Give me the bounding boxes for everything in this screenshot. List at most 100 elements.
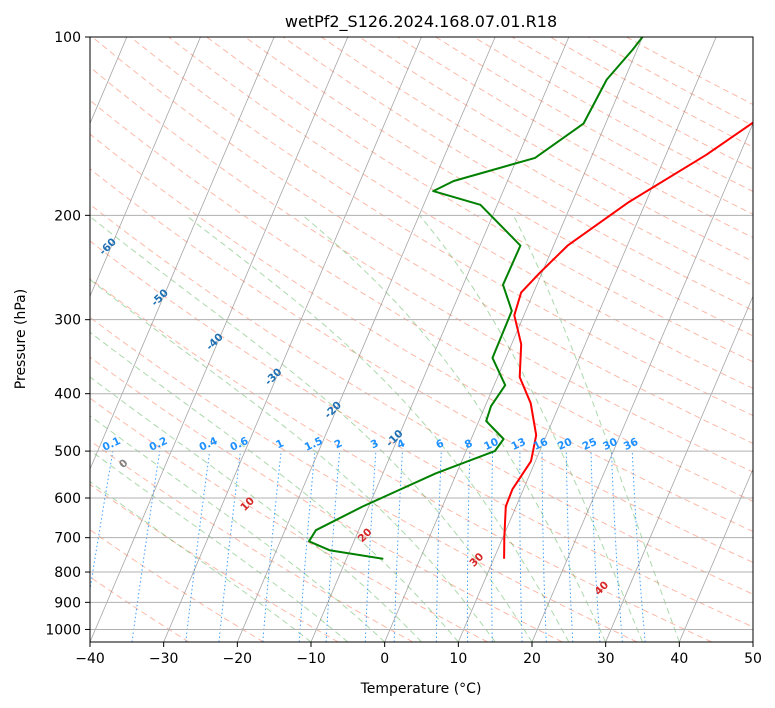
- isotherm-line: [752, 640, 753, 642]
- isotherm-label: -60: [97, 236, 119, 258]
- dry-adiabat: [90, 240, 753, 628]
- x-tick-label: 0: [380, 651, 389, 667]
- isotherm-line: [236, 37, 496, 642]
- mixing-ratio-label: 36: [622, 436, 640, 453]
- isotherm-line: [90, 37, 275, 471]
- moist-adiabat: [185, 214, 570, 642]
- dry-adiabat: [511, 37, 753, 170]
- isotherm-line: [90, 37, 201, 298]
- mixing-ratio-label: 4: [395, 437, 407, 451]
- chart-title: wetPf2_S126.2024.168.07.01.R18: [285, 12, 557, 32]
- isotherm-line: [163, 37, 422, 642]
- x-tick-label: 50: [744, 651, 762, 667]
- y-tick-label: 500: [54, 444, 81, 460]
- y-tick-label: 800: [54, 565, 81, 581]
- dry-adiabat: [168, 37, 753, 389]
- y-tick-label: 400: [54, 387, 81, 403]
- dry-adiabat: [206, 37, 753, 363]
- isotherm-label: -20: [322, 399, 344, 421]
- dry-adiabat: [549, 37, 753, 148]
- moist-adiabat: [513, 215, 680, 642]
- moist-adiabat: [90, 279, 496, 642]
- mixing-ratio-line: [218, 451, 241, 642]
- isotherm-line: [384, 37, 643, 642]
- x-axis-title: Temperature (°C): [360, 681, 482, 697]
- dry-adiabat: [90, 316, 638, 642]
- isotherm-line: [531, 122, 753, 642]
- dry-adiabat: [435, 37, 753, 215]
- moist-adiabat: [419, 214, 643, 642]
- y-axis-title: Pressure (hPa): [13, 289, 29, 389]
- mixing-ratio-line: [631, 451, 646, 642]
- dry-adiabat-label: 40: [592, 579, 611, 598]
- mixing-ratio-label: 10: [482, 436, 500, 453]
- x-tick-label: 40: [670, 651, 688, 667]
- mixing-ratio-label: 13: [510, 436, 528, 453]
- y-tick-label: 200: [54, 208, 81, 224]
- dewpoint-profile: [308, 37, 644, 560]
- isotherm-line: [605, 295, 753, 642]
- dry-adiabat: [244, 37, 753, 337]
- x-tick-label: 10: [449, 651, 467, 667]
- dry-adiabat: [90, 440, 414, 642]
- moist-adiabat: [90, 415, 386, 642]
- moist-adiabat: [90, 481, 312, 642]
- mixing-ratio-line: [298, 451, 316, 642]
- x-tick-label: −20: [223, 651, 253, 667]
- dry-adiabat: [90, 278, 712, 642]
- mixing-ratio-label: 3: [369, 437, 381, 451]
- dry-adiabat-label: 20: [356, 526, 375, 545]
- mixing-ratio-label: 1: [274, 437, 286, 451]
- mixing-ratio-label: 25: [581, 436, 599, 453]
- mixing-ratio-line: [519, 451, 523, 642]
- isotherm-label: -50: [149, 287, 171, 309]
- moist-adiabat: [90, 331, 459, 642]
- mixing-ratio-label: 8: [463, 437, 475, 451]
- x-tick-label: −10: [296, 651, 326, 667]
- dry-adiabat: [90, 529, 264, 642]
- mixing-ratio-label: 2: [333, 437, 345, 451]
- dry-adiabat: [359, 37, 753, 263]
- isotherm-label: -30: [263, 366, 285, 388]
- mixing-ratio-line: [90, 451, 114, 593]
- x-tick-label: 30: [597, 651, 615, 667]
- isotherm-line: [457, 37, 717, 642]
- moist-adiabat: [90, 449, 349, 642]
- dry-adiabat-label: 0: [117, 457, 131, 471]
- mixing-ratio-label: 30: [601, 436, 619, 453]
- dry-adiabat: [90, 133, 753, 533]
- dry-adiabat: [282, 37, 753, 312]
- moist-adiabat: [90, 376, 422, 642]
- mixing-ratio-line: [565, 451, 574, 642]
- isotherm-line: [90, 37, 349, 642]
- y-tick-label: 700: [54, 531, 81, 547]
- y-tick-label: 900: [54, 595, 81, 611]
- dry-adiabat: [90, 483, 339, 642]
- moist-adiabat: [302, 214, 607, 642]
- dry-adiabat: [90, 397, 488, 642]
- mixing-ratio-line: [491, 451, 494, 642]
- y-tick-label: 300: [54, 313, 81, 329]
- isotherm-line: [310, 37, 570, 642]
- dry-adiabat: [91, 37, 753, 445]
- mixing-ratio-label: 16: [532, 436, 550, 453]
- dry-adiabat-label: 30: [467, 551, 486, 570]
- dry-adiabat: [90, 203, 753, 595]
- x-tick-label: 20: [523, 651, 541, 667]
- dry-adiabat: [130, 37, 753, 417]
- y-tick-label: 600: [54, 491, 81, 507]
- mixing-ratio-line: [435, 451, 442, 642]
- x-tick-label: −40: [75, 651, 105, 667]
- temperature-profile: [503, 121, 753, 559]
- mixing-ratio-line: [262, 451, 282, 642]
- y-tick-label: 1000: [45, 622, 81, 638]
- isotherm-line: [678, 468, 753, 642]
- x-tick-label: −30: [149, 651, 179, 667]
- y-tick-label: 100: [54, 30, 81, 46]
- plot-frame: [89, 36, 754, 643]
- isotherm-label: -40: [204, 331, 226, 353]
- mixing-ratio-line: [185, 451, 211, 642]
- mixing-ratio-label: 20: [556, 436, 574, 453]
- mixing-ratio-label: 6: [434, 437, 446, 451]
